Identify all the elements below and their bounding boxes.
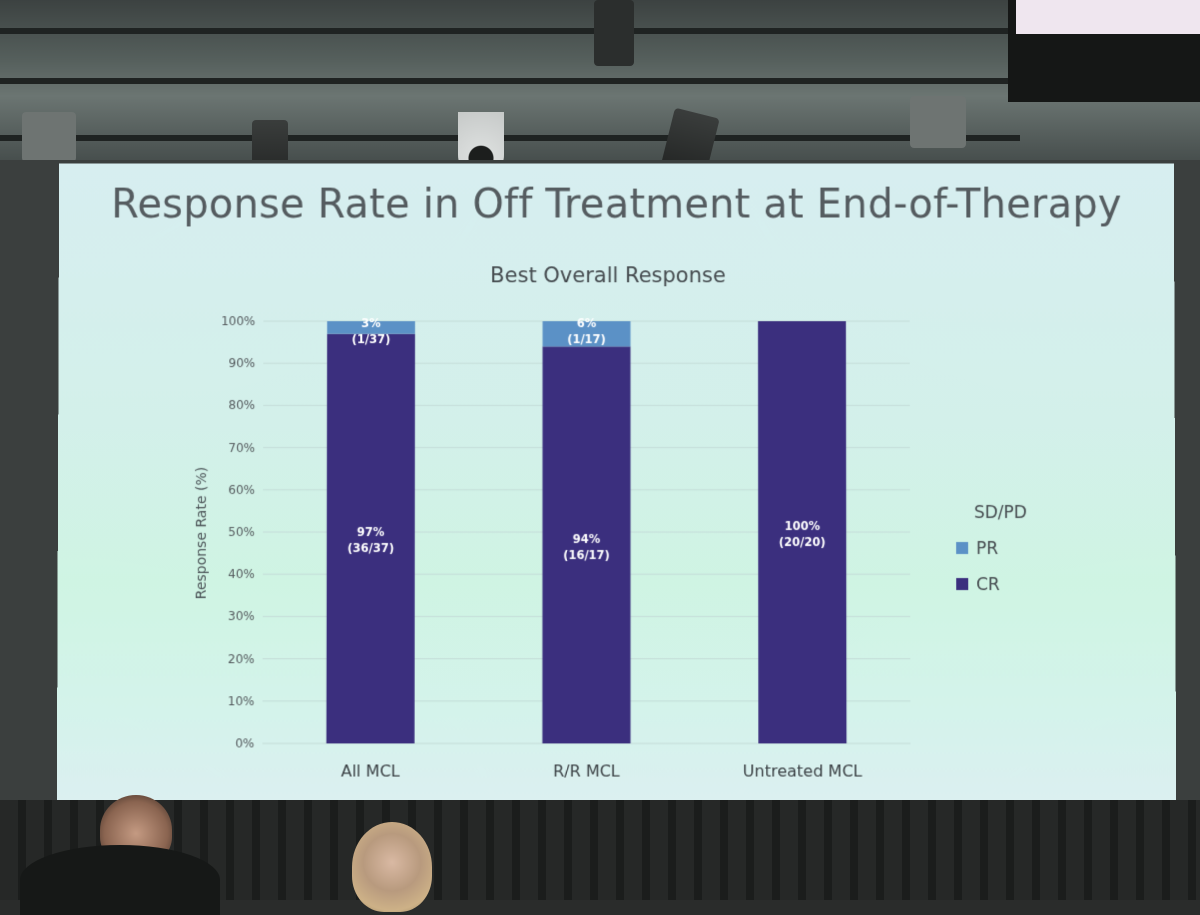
bars (326, 321, 847, 744)
y-tick-label: 100% (221, 314, 255, 328)
legend-label: SD/PD (974, 503, 1027, 523)
y-tick-label: 70% (228, 441, 255, 455)
y-tick-label: 10% (228, 694, 255, 708)
data-label-count: (20/20) (779, 535, 826, 549)
legend: SD/PD PR CR (955, 503, 1027, 595)
y-tick-label: 40% (228, 567, 255, 581)
ceiling-beam (0, 135, 1020, 141)
bar-segment-cr (758, 321, 847, 744)
speaker-icon (910, 96, 966, 148)
bar-segment-pr (543, 321, 632, 347)
data-labels: 97% (36/37) 3% (1/37) 94% (16/17) 6% (1/17) 100%… (347, 316, 825, 562)
speaker-icon (22, 112, 76, 162)
y-tick-label: 30% (228, 609, 255, 623)
presentation-slide: Response Rate in Off Treatment at End-of… (56, 163, 1177, 810)
projector-mount (594, 0, 634, 66)
data-label-value: 97% (357, 525, 385, 539)
legend-label: CR (976, 575, 1000, 595)
y-tick-label: 80% (229, 398, 256, 412)
ceiling-beam (0, 28, 1020, 34)
stacked-bar-chart: 97% (36/37) 3% (1/37) 94% (16/17) 6% (1/17) 100%… (194, 314, 1027, 780)
audience-silhouette (20, 845, 220, 915)
ceiling-beam (0, 78, 1020, 84)
data-label-value: 3% (361, 316, 381, 330)
bar-segment-pr (327, 321, 416, 335)
bar-segment-cr (542, 346, 631, 744)
legend-swatch-pr (955, 541, 968, 554)
data-label-value: 100% (784, 519, 820, 533)
data-label-count: (1/17) (567, 332, 606, 346)
axes: 0% 10% 20% 30% 40% 50% 60% 70% 80% 90% 100% All MCL… (221, 314, 862, 780)
audience-member (352, 822, 432, 912)
x-category-label: All MCL (341, 761, 400, 780)
y-tick-label: 20% (228, 652, 255, 666)
y-tick-label: 50% (228, 525, 255, 539)
y-tick-label: 90% (229, 356, 256, 370)
y-tick-label: 0% (235, 736, 254, 750)
legend-swatch-cr (955, 577, 968, 590)
monitor-screen (1016, 0, 1200, 34)
data-label-count: (36/37) (347, 541, 394, 555)
data-label-value: 6% (577, 316, 597, 330)
x-category-label: R/R MCL (553, 761, 620, 780)
data-label-count: (1/37) (352, 332, 391, 346)
x-category-label: Untreated MCL (743, 761, 862, 780)
legend-label: PR (976, 539, 998, 559)
y-tick-label: 60% (228, 483, 255, 497)
bar-segment-cr (326, 333, 416, 744)
data-label-value: 94% (573, 532, 601, 546)
y-axis-label: Response Rate (%) (194, 467, 210, 599)
data-label-count: (16/17) (563, 548, 610, 562)
